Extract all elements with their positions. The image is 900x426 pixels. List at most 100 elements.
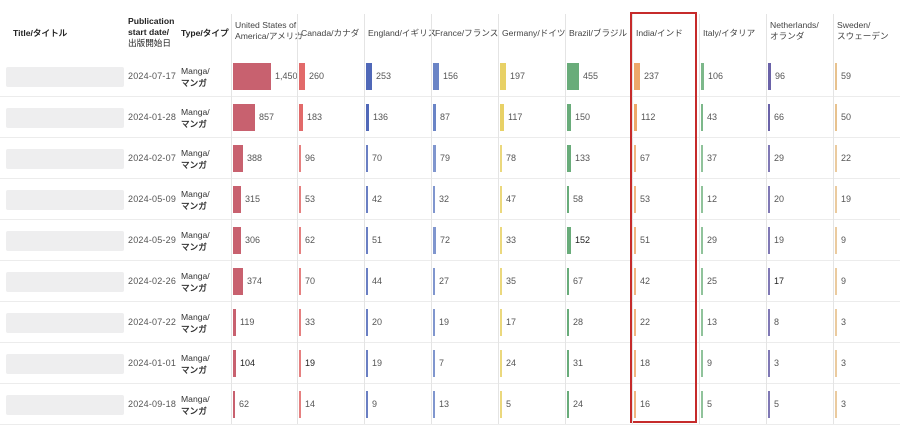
- cell-value: 106: [708, 71, 724, 81]
- cell-value: 29: [707, 235, 718, 245]
- bar-1: [299, 145, 301, 172]
- cell-value: 79: [440, 153, 451, 163]
- bar-9: [835, 391, 837, 418]
- publication-date: 2024-02-07: [128, 153, 177, 163]
- bar-4: [500, 391, 502, 418]
- cell-value: 25: [707, 276, 718, 286]
- header-country-0[interactable]: United States of America/アメリカ: [235, 20, 303, 41]
- cell-value: 53: [640, 194, 651, 204]
- cell-value: 33: [305, 317, 316, 327]
- header-title[interactable]: Title/タイトル: [13, 28, 68, 38]
- bar-2: [366, 145, 368, 172]
- title-placeholder: [6, 395, 124, 415]
- bar-1: [299, 350, 301, 377]
- bar-4: [500, 227, 502, 254]
- cell-value: 5: [774, 399, 780, 409]
- cell-value: 3: [841, 358, 847, 368]
- header-country-8[interactable]: Netherlands/オランダ: [770, 20, 819, 41]
- bar-2: [366, 104, 369, 131]
- title-placeholder: [6, 67, 124, 87]
- bar-0: [233, 309, 236, 336]
- cell-value: 237: [644, 71, 660, 81]
- bar-6: [634, 391, 636, 418]
- bar-8: [768, 227, 770, 254]
- bar-9: [835, 104, 837, 131]
- bar-7: [701, 268, 703, 295]
- bar-8: [768, 391, 770, 418]
- title-placeholder: [6, 149, 124, 169]
- bar-1: [299, 268, 301, 295]
- bar-3: [433, 227, 436, 254]
- cell-value: 22: [841, 153, 852, 163]
- publication-date: 2024-01-28: [128, 112, 177, 122]
- cell-value: 19: [774, 235, 785, 245]
- table-row[interactable]: 2024-09-18 Manga/マンガ 62 14 9 13 5 24 16 5 5 3: [0, 384, 900, 425]
- title-placeholder: [6, 231, 124, 251]
- table-row[interactable]: 2024-01-01 Manga/マンガ 104 19 19 7 24 31 18 9 3 3: [0, 343, 900, 384]
- publication-date: 2024-05-09: [128, 194, 177, 204]
- column-divider: [699, 14, 700, 424]
- table-row[interactable]: 2024-05-09 Manga/マンガ 315 53 42 32 47 58 53 12 20 19: [0, 179, 900, 220]
- cell-value: 51: [640, 235, 651, 245]
- bar-8: [768, 268, 770, 295]
- publication-date: 2024-02-26: [128, 276, 177, 286]
- bar-1: [299, 227, 301, 254]
- cell-value: 5: [707, 399, 713, 409]
- table-row[interactable]: 2024-07-22 Manga/マンガ 119 33 20 19 17 28 22 13 8 3: [0, 302, 900, 343]
- bar-7: [701, 145, 703, 172]
- cell-value: 455: [583, 71, 599, 81]
- bar-9: [835, 186, 837, 213]
- header-country-6[interactable]: India/インド: [636, 28, 683, 38]
- row-divider: [0, 342, 900, 343]
- row-divider: [0, 178, 900, 179]
- header-publication-date[interactable]: Publication start date/ 出版開始日: [128, 16, 175, 48]
- cell-value: 35: [506, 276, 517, 286]
- type-label: Manga/マンガ: [181, 230, 210, 252]
- cell-value: 5: [506, 399, 512, 409]
- table-row[interactable]: 2024-02-07 Manga/マンガ 388 96 70 79 78 133 67 37 29 2…: [0, 138, 900, 179]
- publication-date: 2024-07-22: [128, 317, 177, 327]
- cell-value: 42: [372, 194, 383, 204]
- type-label: Manga/マンガ: [181, 189, 210, 211]
- bar-0: [233, 268, 243, 295]
- row-divider: [0, 96, 900, 97]
- table-header: Title/タイトル Publication start date/ 出版開始日…: [0, 0, 900, 58]
- cell-value: 67: [573, 276, 584, 286]
- bar-7: [701, 63, 704, 90]
- cell-value: 24: [573, 399, 584, 409]
- bar-2: [366, 391, 368, 418]
- cell-value: 53: [305, 194, 316, 204]
- bar-4: [500, 268, 502, 295]
- header-type[interactable]: Type/タイプ: [181, 28, 229, 38]
- header-country-4[interactable]: Germany/ドイツ: [502, 28, 566, 38]
- header-country-3[interactable]: France/フランス: [435, 28, 499, 38]
- header-country-7[interactable]: Italy/イタリア: [703, 28, 756, 38]
- bar-2: [366, 309, 368, 336]
- row-divider: [0, 301, 900, 302]
- bar-2: [366, 186, 368, 213]
- header-country-5[interactable]: Brazil/ブラジル: [569, 28, 628, 38]
- cell-value: 19: [305, 358, 316, 368]
- publication-date: 2024-09-18: [128, 399, 177, 409]
- bar-3: [433, 186, 435, 213]
- cell-value: 388: [247, 153, 263, 163]
- cell-value: 3: [841, 317, 847, 327]
- row-divider: [0, 137, 900, 138]
- header-country-1[interactable]: Canada/カナダ: [301, 28, 360, 38]
- table-row[interactable]: 2024-01-28 Manga/マンガ 857 183 136 87 117 150 112 4…: [0, 97, 900, 138]
- header-country-9[interactable]: Sweden/スウェーデン: [837, 20, 889, 41]
- cell-value: 28: [573, 317, 584, 327]
- cell-value: 306: [245, 235, 261, 245]
- table-row[interactable]: 2024-05-29 Manga/マンガ 306 62 51 72 33 152 51 29 19 9: [0, 220, 900, 261]
- header-country-2[interactable]: England/イギリス: [368, 28, 437, 38]
- bar-4: [500, 145, 502, 172]
- bar-3: [433, 145, 436, 172]
- bar-0: [233, 145, 243, 172]
- cell-value: 112: [641, 112, 656, 122]
- bar-5: [567, 63, 579, 90]
- bar-9: [835, 268, 837, 295]
- table-row[interactable]: 2024-07-17 Manga/マンガ 1,450 260 253 156 197 455 2…: [0, 56, 900, 97]
- bar-7: [701, 391, 703, 418]
- column-divider: [632, 14, 633, 424]
- table-row[interactable]: 2024-02-26 Manga/マンガ 374 70 44 27 35 67 42 25 17 9: [0, 261, 900, 302]
